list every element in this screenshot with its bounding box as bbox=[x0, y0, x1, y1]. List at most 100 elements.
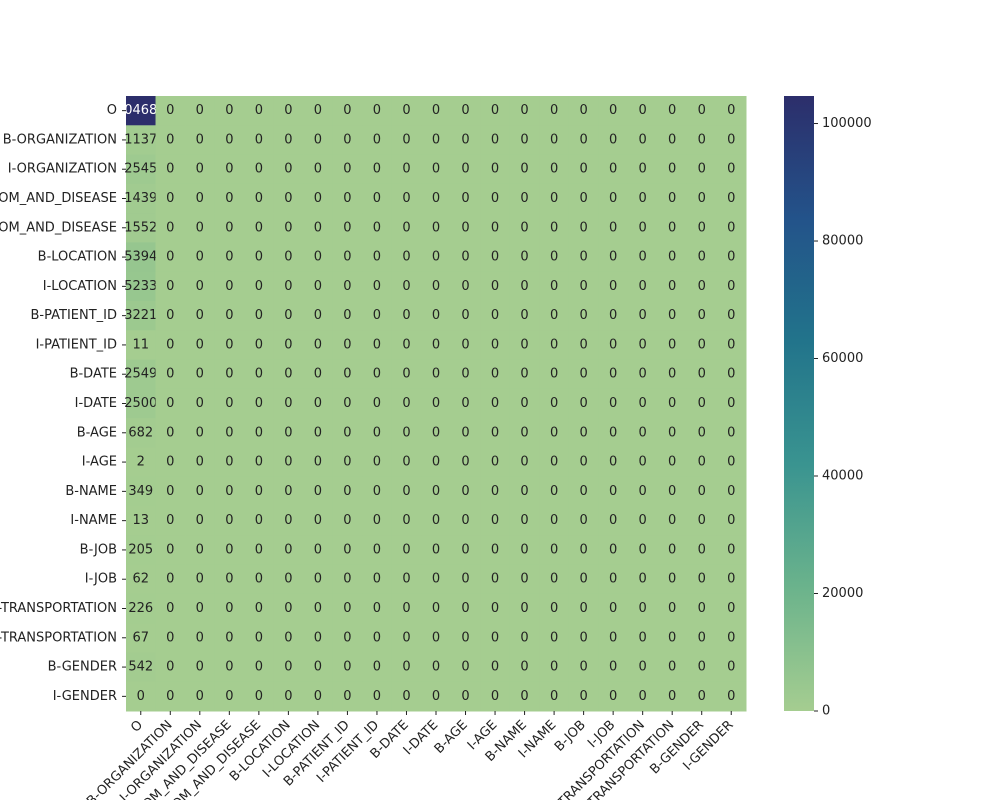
heatmap-cell bbox=[126, 681, 157, 712]
heatmap-cell bbox=[598, 447, 629, 478]
heatmap-cell bbox=[657, 154, 688, 185]
cell-label: 0 bbox=[402, 308, 410, 323]
heatmap-cell bbox=[303, 593, 334, 624]
heatmap-cell bbox=[657, 213, 688, 243]
heatmap-cell bbox=[244, 125, 275, 156]
cell-label: 0 bbox=[284, 191, 292, 206]
cell-label: 0 bbox=[727, 455, 735, 470]
heatmap-cell bbox=[214, 418, 245, 448]
cell-label: 0 bbox=[550, 601, 558, 616]
heatmap-cell bbox=[627, 96, 658, 126]
cell-label: 0 bbox=[343, 396, 351, 411]
heatmap-cell bbox=[155, 593, 186, 624]
cell-label: 0 bbox=[343, 103, 351, 118]
cell-label: 0 bbox=[284, 660, 292, 675]
cell-label: 0 bbox=[520, 396, 528, 411]
heatmap-cell bbox=[568, 96, 599, 126]
heatmap-cell bbox=[716, 623, 747, 653]
heatmap-cell bbox=[450, 388, 481, 419]
cell-label: 0 bbox=[491, 279, 499, 294]
cell-label: 0 bbox=[225, 660, 233, 675]
cell-label: 0 bbox=[343, 367, 351, 382]
cell-label: 0 bbox=[639, 484, 647, 499]
heatmap-cell bbox=[214, 447, 245, 478]
cell-label: 0 bbox=[314, 455, 322, 470]
heatmap-cell bbox=[568, 535, 599, 566]
cell-label: 0 bbox=[402, 162, 410, 177]
cell-label: 0 bbox=[609, 279, 617, 294]
heatmap-cell bbox=[391, 681, 422, 712]
cell-label: 0 bbox=[196, 660, 204, 675]
cell-label: 0 bbox=[196, 132, 204, 147]
heatmap-cell bbox=[568, 183, 599, 214]
y-tick-label: I-ORGANIZATION bbox=[8, 162, 117, 177]
heatmap-cell bbox=[539, 96, 570, 126]
heatmap-cell bbox=[598, 564, 629, 595]
cell-label: 0 bbox=[639, 396, 647, 411]
heatmap-cell bbox=[568, 447, 599, 478]
heatmap-cell bbox=[686, 593, 717, 624]
heatmap-cell bbox=[480, 359, 511, 390]
heatmap-cell bbox=[450, 418, 481, 448]
cell-label: 0 bbox=[255, 660, 263, 675]
heatmap-cell bbox=[126, 388, 157, 419]
cell-label: 0 bbox=[698, 103, 706, 118]
cell-label: 0 bbox=[255, 455, 263, 470]
heatmap-cell bbox=[332, 476, 363, 507]
heatmap-cell bbox=[686, 623, 717, 653]
heatmap-cell bbox=[598, 213, 629, 243]
cell-label: 0 bbox=[550, 132, 558, 147]
heatmap-cell bbox=[627, 301, 658, 331]
cell-label: 0 bbox=[668, 337, 676, 352]
heatmap-cell bbox=[509, 447, 540, 478]
heatmap-cell bbox=[303, 623, 334, 653]
heatmap-cell bbox=[627, 388, 658, 419]
heatmap-cell bbox=[509, 242, 540, 273]
cell-label: 0 bbox=[373, 572, 381, 587]
heatmap-cell bbox=[657, 301, 688, 331]
y-tick-label: B-AGE bbox=[77, 425, 117, 440]
heatmap-cell bbox=[244, 213, 275, 243]
heatmap-cell bbox=[450, 359, 481, 390]
heatmap-cell bbox=[716, 301, 747, 331]
cell-label: 0 bbox=[668, 308, 676, 323]
cell-label: 0 bbox=[491, 572, 499, 587]
cell-label: 0 bbox=[520, 191, 528, 206]
heatmap-cell bbox=[303, 301, 334, 331]
cell-label: 0 bbox=[639, 542, 647, 557]
heatmap-cell bbox=[273, 506, 304, 536]
cell-label: 0 bbox=[698, 279, 706, 294]
heatmap-cell bbox=[244, 447, 275, 478]
cell-label: 349 bbox=[128, 484, 153, 499]
heatmap-cell bbox=[185, 681, 216, 712]
cell-label: 0 bbox=[491, 103, 499, 118]
cell-label: 0 bbox=[520, 425, 528, 440]
cell-label: 0 bbox=[432, 250, 440, 265]
heatmap-cell bbox=[450, 652, 481, 683]
heatmap-cell bbox=[686, 359, 717, 390]
heatmap-cell bbox=[480, 476, 511, 507]
heatmap-cell bbox=[126, 154, 157, 185]
cell-label: 0 bbox=[225, 162, 233, 177]
x-tick-label: O bbox=[128, 718, 146, 736]
heatmap-cell bbox=[332, 447, 363, 478]
heatmap-cell bbox=[657, 125, 688, 156]
cell-label: 0 bbox=[314, 308, 322, 323]
heatmap-cell bbox=[539, 183, 570, 214]
heatmap-cell bbox=[686, 535, 717, 566]
cell-label: 0 bbox=[166, 455, 174, 470]
heatmap-cell bbox=[450, 154, 481, 185]
cell-label: 0 bbox=[491, 162, 499, 177]
heatmap-cell bbox=[303, 681, 334, 712]
cell-label: 0 bbox=[520, 132, 528, 147]
heatmap-cell bbox=[627, 623, 658, 653]
cell-label: 0 bbox=[520, 367, 528, 382]
heatmap-cell bbox=[421, 359, 452, 390]
heatmap-cell bbox=[126, 593, 157, 624]
cell-label: 5394 bbox=[124, 250, 157, 265]
cell-label: 0 bbox=[373, 308, 381, 323]
cell-label: 0 bbox=[314, 162, 322, 177]
y-tick-label: B-NAME bbox=[65, 484, 117, 499]
cell-label: 0 bbox=[373, 484, 381, 499]
heatmap-cell bbox=[126, 418, 157, 448]
